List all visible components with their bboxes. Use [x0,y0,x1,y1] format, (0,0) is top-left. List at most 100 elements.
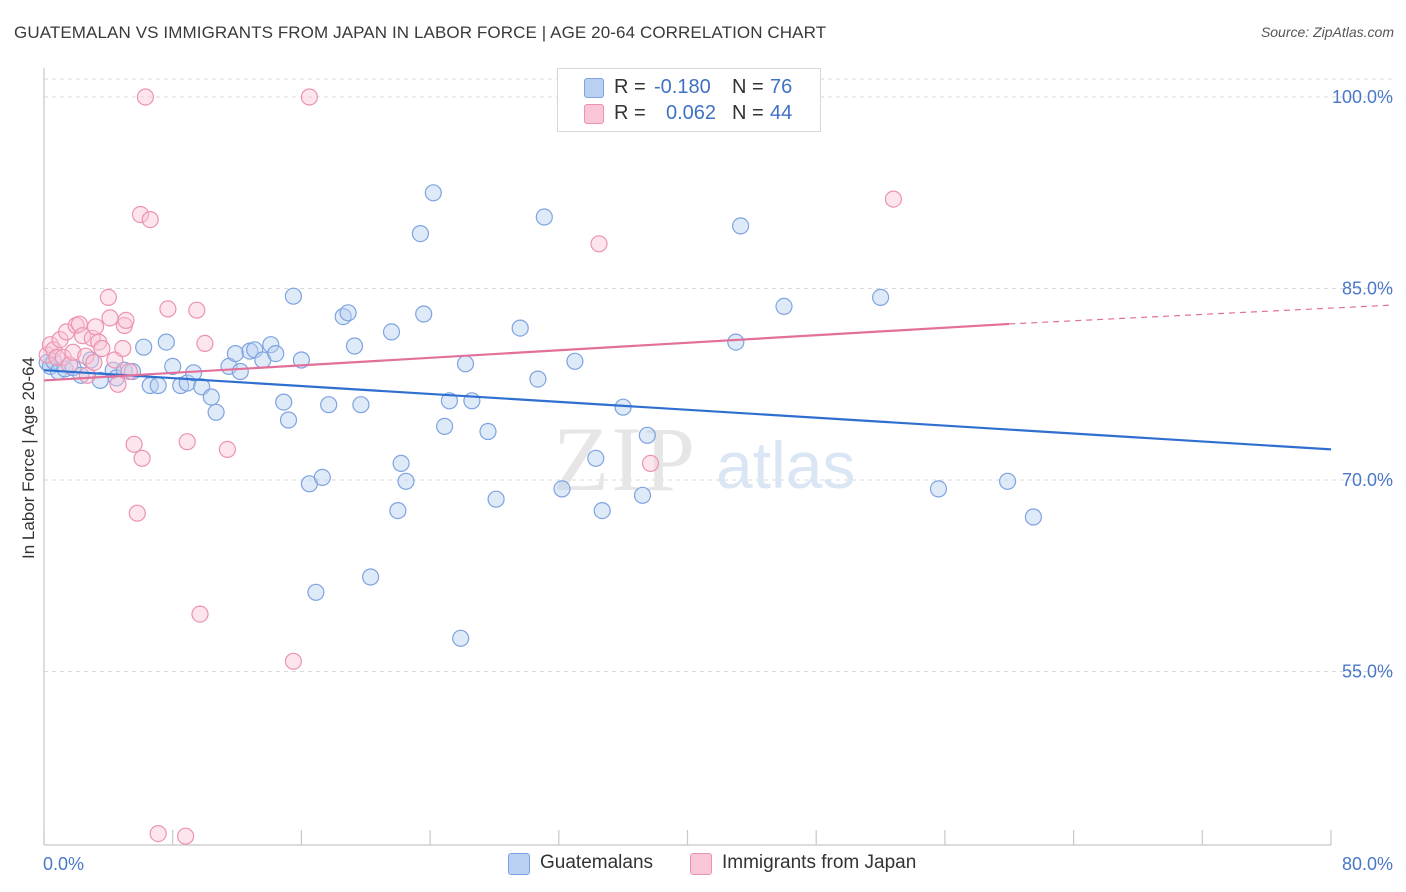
japan-point [177,827,195,845]
legend-n-label: N = [732,76,764,98]
guatemalan-point [345,337,364,355]
japan-point [48,348,66,366]
guatemalan-point [511,319,529,337]
guatemalan-point [231,362,249,381]
y-tick-label: 70.0% [1342,470,1393,490]
japan-point [99,288,118,306]
guatemalan-point [529,370,547,388]
guatemalan-point [279,411,298,429]
legend-r-value: 0.062 [666,102,717,124]
guatemalan-point [479,422,497,441]
japan-point [159,300,177,318]
guatemalan-point [135,338,153,356]
guatemalan-point [587,449,605,467]
japan-point [86,318,105,336]
japan-point [101,309,119,327]
japan-point [120,362,138,381]
y-tick-label: 55.0% [1342,662,1393,682]
guatemalan-point [292,351,310,369]
guatemalan-point [397,472,415,490]
trend-line-guatemalans [43,369,1332,451]
guatemalan-point [157,333,175,351]
guatemalan-point [362,568,380,586]
guatemalan-point [535,208,553,226]
y-tick-label: 100.0% [1332,87,1393,107]
guatemalan-point [553,480,571,498]
guatemalan-point [436,417,454,435]
bottom-legend-label: Guatemalans [540,852,654,873]
guatemalan-point [164,357,182,375]
data-points [38,88,1043,845]
guatemalan-point [352,396,370,414]
guatemalan-point [633,486,652,504]
guatemalan-point [440,392,458,410]
watermark-atlas: atlas [716,428,855,502]
legend-n-label: N = [732,102,764,124]
guatemalan-point [307,583,325,601]
japan-point [61,356,79,374]
guatemalan-point [998,472,1017,490]
guatemalan-point [638,426,656,444]
guatemalan-point [1024,508,1043,526]
guatemalan-point [775,297,793,315]
japan-point [125,435,143,453]
guatemalan-point [320,396,338,414]
guatemalan-point [415,305,433,323]
guatemalan-point [284,287,302,305]
guatemalan-point [149,376,167,395]
guatemalan-point [267,345,285,363]
japan-point [196,334,214,352]
x-tick-label: 80.0% [1342,854,1393,874]
guatemalan-point [487,490,505,508]
guatemalan-point [593,502,611,520]
guatemalan-point [566,352,584,370]
guatemalan-point [871,288,890,306]
source-credit: Source: ZipAtlas.com [1260,24,1394,40]
japan-point [57,323,76,341]
legend-r-value: -0.180 [654,76,711,98]
japan-point [109,375,127,393]
japan-point [64,343,82,361]
guatemalan-point [382,323,401,341]
guatemalan-point [731,217,750,235]
guatemalan-point [929,480,948,498]
japan-point [114,339,132,358]
guatemalan-point [392,454,410,472]
japan-point [300,88,318,106]
axes [43,68,1332,846]
guatemalan-point [226,345,244,363]
japan-point [641,454,660,472]
legend-n-value: 44 [770,102,793,124]
japan-point [73,327,92,345]
stats-legend: R = -0.180 N = 76 R = 0.062 N = 44 [557,68,821,132]
japan-point [191,605,209,623]
guatemalan-point [275,393,293,411]
trend-lines [43,304,1393,451]
guatemalan-point [262,336,280,354]
trend-line-japan-extension [1009,304,1393,325]
watermark-zip: ZIP [553,408,697,510]
legend-swatch-blue [508,853,530,875]
legend-swatch-pink [584,104,604,124]
japan-point [131,205,150,224]
japan-point [884,190,903,208]
legend-n-value: 76 [770,76,793,98]
japan-point [178,433,196,451]
japan-point [141,211,159,229]
japan-point [93,339,111,358]
x-tick-label: 0.0% [43,854,84,874]
legend-r-label: R = [614,102,646,124]
chart-title: GUATEMALAN VS IMMIGRANTS FROM JAPAN IN L… [14,23,827,42]
guatemalan-point [207,403,225,421]
guatemalan-point [339,304,357,322]
japan-point [149,824,167,843]
guatemalan-point [727,333,745,351]
trend-line-japan [43,322,1010,382]
y-axis-title: In Labor Force | Age 20-64 [19,357,38,559]
tick-labels: 55.0% 70.0% 85.0% 100.0% 0.0% 80.0% [43,87,1393,874]
guatemalan-point [313,468,331,486]
guatemalan-point [424,184,442,202]
legend-swatch-blue [584,78,604,98]
japan-point [128,504,146,522]
